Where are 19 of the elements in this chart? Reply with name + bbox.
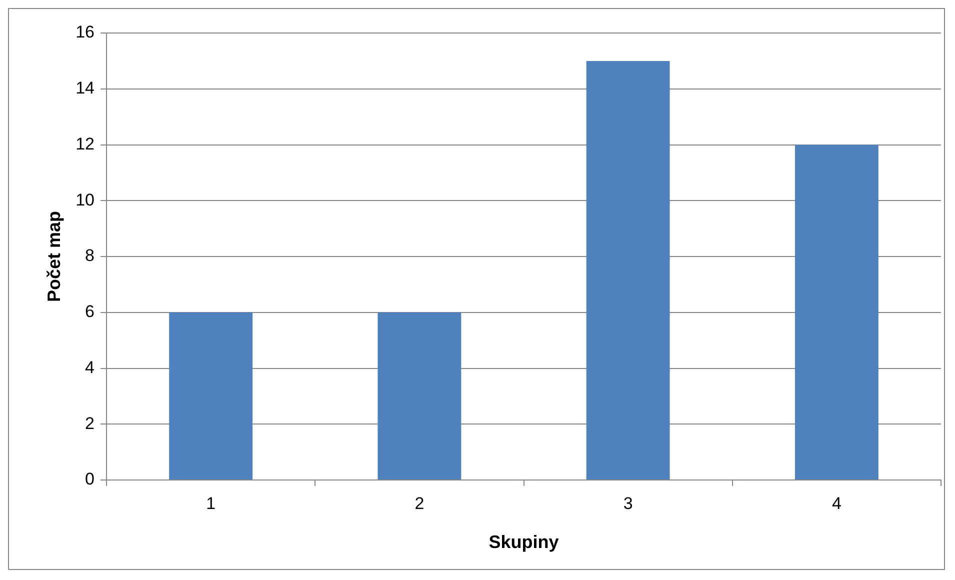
x-tick-label: 1 <box>206 494 216 513</box>
y-tick-label: 12 <box>76 134 95 154</box>
y-tick-label: 6 <box>85 302 95 322</box>
y-tick-label: 16 <box>76 22 95 42</box>
y-tick-label: 0 <box>85 470 95 489</box>
bar <box>586 60 670 480</box>
y-tick-label: 4 <box>85 358 95 377</box>
x-tick-label: 2 <box>414 494 424 513</box>
x-axis-title: Skupiny <box>488 532 559 552</box>
x-tick-label: 4 <box>832 494 842 513</box>
bar <box>169 312 253 480</box>
bar <box>378 312 462 480</box>
y-tick-label: 14 <box>76 78 95 98</box>
y-tick-label: 10 <box>76 190 95 210</box>
y-axis-title: Počet map <box>44 210 64 302</box>
y-tick-label: 2 <box>85 414 95 433</box>
y-tick-label: 8 <box>85 246 95 266</box>
x-tick-label: 3 <box>623 494 633 513</box>
bar <box>794 144 878 480</box>
